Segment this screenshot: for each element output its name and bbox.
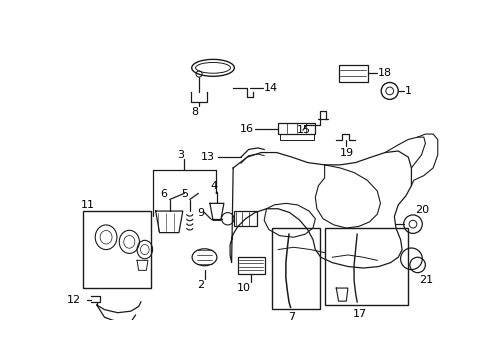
Bar bbox=[278, 122, 315, 134]
Bar bbox=[338, 65, 367, 82]
Text: 14: 14 bbox=[264, 83, 278, 93]
Bar bbox=[196, 248, 213, 266]
Text: 20: 20 bbox=[414, 205, 428, 215]
Text: 18: 18 bbox=[377, 68, 391, 78]
Text: 8: 8 bbox=[191, 108, 198, 117]
Text: 4: 4 bbox=[210, 181, 217, 192]
Bar bbox=[237, 257, 264, 274]
Text: 16: 16 bbox=[239, 124, 253, 134]
Bar bbox=[324, 228, 407, 305]
Bar bbox=[279, 134, 313, 140]
Text: 21: 21 bbox=[418, 275, 432, 285]
Text: 3: 3 bbox=[177, 150, 183, 160]
Text: 2: 2 bbox=[197, 280, 204, 290]
Bar bbox=[233, 211, 257, 226]
Text: 1: 1 bbox=[404, 86, 410, 96]
Text: 19: 19 bbox=[340, 148, 353, 158]
Text: 6: 6 bbox=[160, 189, 166, 199]
Text: 15: 15 bbox=[296, 125, 310, 135]
Bar bbox=[271, 228, 319, 309]
Bar bbox=[82, 211, 151, 288]
Text: 12: 12 bbox=[67, 294, 81, 305]
Text: 13: 13 bbox=[200, 152, 214, 162]
Text: 7: 7 bbox=[287, 311, 294, 321]
Text: 10: 10 bbox=[237, 283, 250, 293]
Text: 11: 11 bbox=[81, 200, 95, 210]
Text: 17: 17 bbox=[352, 309, 366, 319]
Text: 9: 9 bbox=[197, 208, 204, 217]
Text: 5: 5 bbox=[181, 189, 188, 199]
